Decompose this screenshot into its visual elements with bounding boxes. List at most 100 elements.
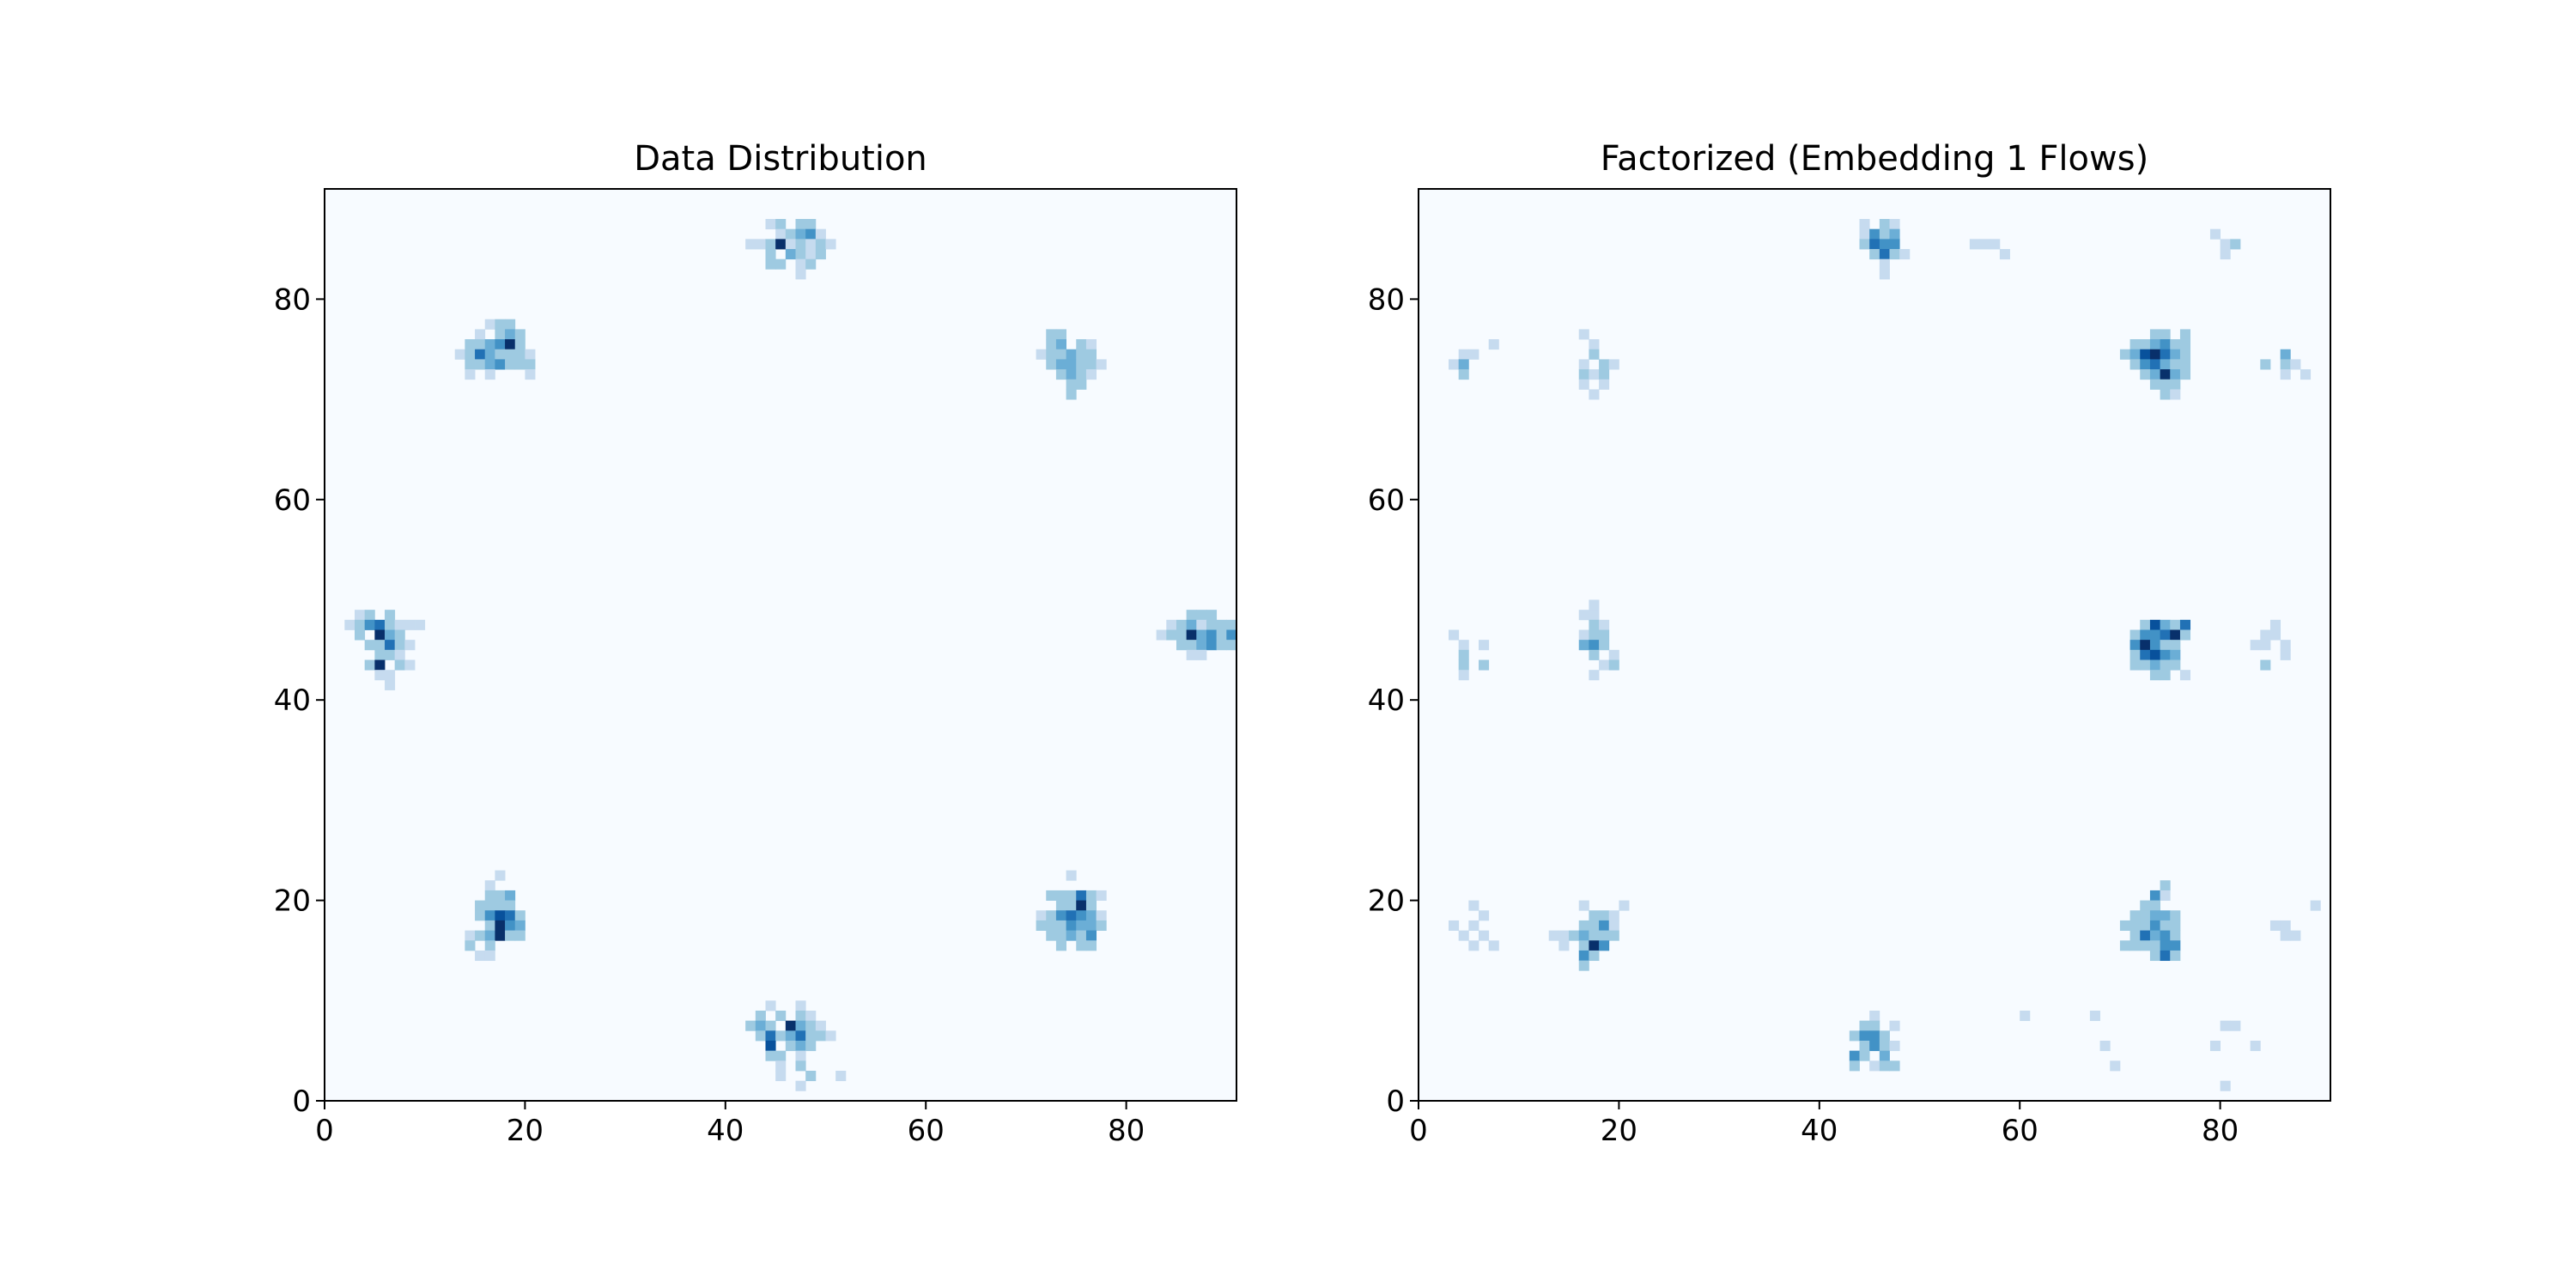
right-heatmap-cell [2310,900,2321,911]
left-heatmap-cell [465,940,476,951]
right-heatmap-cell [1578,960,1589,971]
left-heatmap-cell [484,890,495,901]
left-heatmap-cell [1186,629,1197,641]
right-heatmap-cell [2300,369,2312,380]
right-y-tick-label: 80 [1368,283,1405,317]
left-heatmap-cell [364,640,375,651]
right-heatmap-cell [1458,649,1469,660]
left-heatmap-cell [514,339,526,350]
left-heatmap-cell [1046,339,1057,350]
right-x-tick-label: 60 [2002,1114,2038,1148]
left-heatmap-cell [484,930,495,941]
right-heatmap-cell [2149,619,2160,630]
right-heatmap-cell [1608,359,1619,370]
right-y-tick-label: 20 [1368,884,1405,919]
left-heatmap-cell [815,239,826,250]
left-heatmap-cell [374,629,386,641]
left-heatmap-cell [805,228,817,240]
right-heatmap-cell [1608,910,1619,921]
left-heatmap-cell [1085,339,1097,350]
right-heatmap-cell [1859,239,1870,250]
left-heatmap-cell [795,249,806,260]
left-heatmap-cell [795,1060,806,1072]
left-heatmap-cell [1196,649,1207,660]
left-heatmap-cell [514,329,526,340]
left-heatmap-cell [765,1000,776,1012]
left-heatmap-cell [1166,629,1177,641]
left-heatmap-cell [1066,870,1077,881]
left-heatmap-cell [495,329,506,340]
right-x-tick-label: 40 [1801,1114,1838,1148]
right-heatmap-cell [1889,1060,1900,1072]
left-heatmap-cell [825,239,836,250]
left-heatmap-cell [1036,910,1047,921]
left-heatmap-cell [1076,379,1087,390]
left-heatmap-cell [514,930,526,941]
right-heatmap-cell [2160,649,2171,660]
right-heatmap-cell [1979,239,1990,250]
right-heatmap-cell [2170,359,2181,370]
left-y-tick-label: 40 [274,683,311,718]
right-heatmap-cell [1879,1060,1890,1072]
left-heatmap-cell [404,640,416,651]
right-heatmap-cell [2170,369,2181,380]
left-heatmap-cell [1076,910,1087,921]
left-heatmap-cell [364,619,375,630]
right-heatmap-cell [2140,619,2151,630]
left-heatmap-cell [805,219,817,230]
right-heatmap-cell [1578,940,1589,951]
left-heatmap-cell [1196,640,1207,651]
right-heatmap-cell [1578,329,1589,340]
left-heatmap-cell [1186,610,1197,621]
left-heatmap-cell [1196,629,1207,641]
right-heatmap-cell [2140,640,2151,651]
right-heatmap-cell [2089,1010,2100,1022]
right-heatmap-cell [1599,920,1610,931]
left-heatmap-cell [795,1000,806,1012]
right-heatmap-cell [1468,900,1479,911]
left-x-tick-label: 20 [507,1114,544,1148]
right-heatmap-cell [1578,920,1589,931]
right-heatmap-cell [2179,339,2191,350]
left-heatmap-cell [1076,920,1087,931]
left-heatmap-cell [1096,920,1107,931]
right-heatmap-cell [2160,659,2171,671]
left-heatmap-cell [475,339,486,350]
right-heatmap-cell [2160,950,2171,962]
left-heatmap-cell [465,359,476,370]
right-y-axis: 0 20 40 60 80 [1368,283,1419,1119]
right-heatmap-cell [2260,659,2271,671]
right-heatmap-cell [2160,920,2171,931]
left-heatmap-cell [765,1040,776,1052]
left-heatmap-cell [484,359,495,370]
left-heatmap-cell [1096,910,1107,921]
right-heatmap-cell [2149,670,2160,681]
right-heatmap-cell [2149,930,2160,941]
right-y-tick-label: 60 [1368,483,1405,518]
left-heatmap-cell [1055,930,1066,941]
left-plot-background [325,189,1236,1101]
left-heatmap-cell [1046,349,1057,360]
left-heatmap-cell [775,1070,787,1082]
left-heatmap-cell [344,619,355,630]
left-heatmap-cell [505,900,516,911]
right-heatmap-cell [1578,359,1589,370]
right-heatmap-cell [1889,219,1900,230]
right-heatmap-cell [2170,910,2181,921]
right-heatmap-cell [2170,619,2181,630]
right-heatmap-cell [1608,930,1619,941]
left-heatmap-cell [1055,369,1066,380]
left-heatmap-cell [1216,640,1227,651]
right-heatmap-cell [2160,349,2171,360]
left-heatmap-cell [765,249,776,260]
left-heatmap-cell [775,228,787,240]
right-heatmap-cell [2129,920,2141,931]
left-heatmap-cell [795,219,806,230]
left-heatmap-cell [755,1020,766,1031]
right-heatmap-cell [1879,1040,1890,1052]
right-heatmap-cell [1879,269,1890,280]
left-heatmap-cell [1046,329,1057,340]
right-heatmap-cell [2129,349,2141,360]
left-heatmap-cell [1196,610,1207,621]
left-x-tick-label: 40 [707,1114,744,1148]
